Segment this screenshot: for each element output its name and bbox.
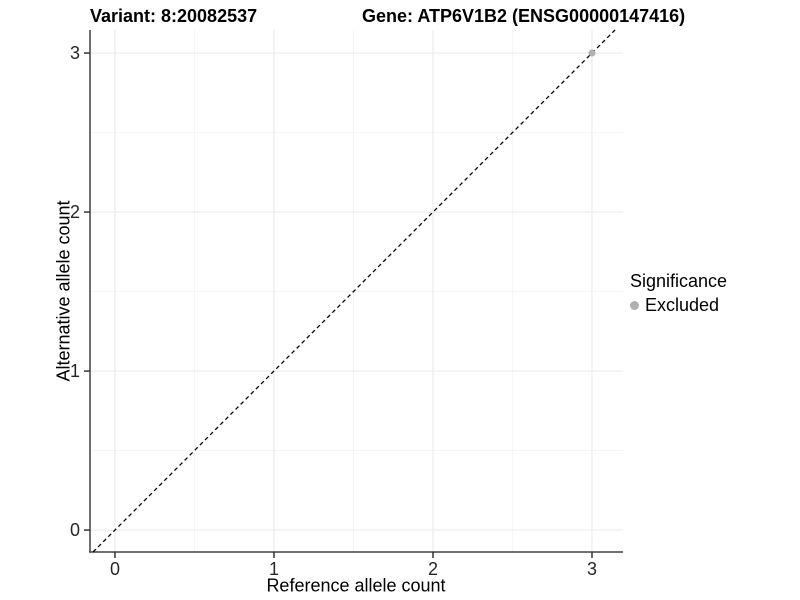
y-tick-label: 2 bbox=[70, 202, 80, 222]
legend-entry-excluded: Excluded bbox=[630, 295, 727, 316]
legend: Significance Excluded bbox=[630, 271, 727, 316]
y-tick-label: 3 bbox=[70, 43, 80, 63]
y-axis-title: Alternative allele count bbox=[53, 200, 74, 382]
legend-entry-label: Excluded bbox=[645, 295, 720, 315]
x-axis-title: Reference allele count bbox=[266, 575, 446, 596]
x-tick-label: 2 bbox=[428, 559, 438, 579]
legend-key-dot-icon bbox=[630, 301, 639, 310]
plot-title-variant: Variant: 8:20082537 bbox=[90, 6, 258, 26]
identity-dashed-line bbox=[92, 29, 616, 553]
data-point bbox=[588, 49, 596, 57]
x-tick-label: 0 bbox=[110, 559, 120, 579]
y-tick-label: 0 bbox=[70, 520, 80, 540]
plot-title-gene: Gene: ATP6V1B2 (ENSG00000147416) bbox=[362, 6, 686, 26]
x-tick-label: 1 bbox=[269, 559, 279, 579]
y-tick-label: 1 bbox=[70, 361, 80, 381]
legend-title: Significance bbox=[630, 271, 728, 291]
x-tick-label: 3 bbox=[587, 559, 597, 579]
